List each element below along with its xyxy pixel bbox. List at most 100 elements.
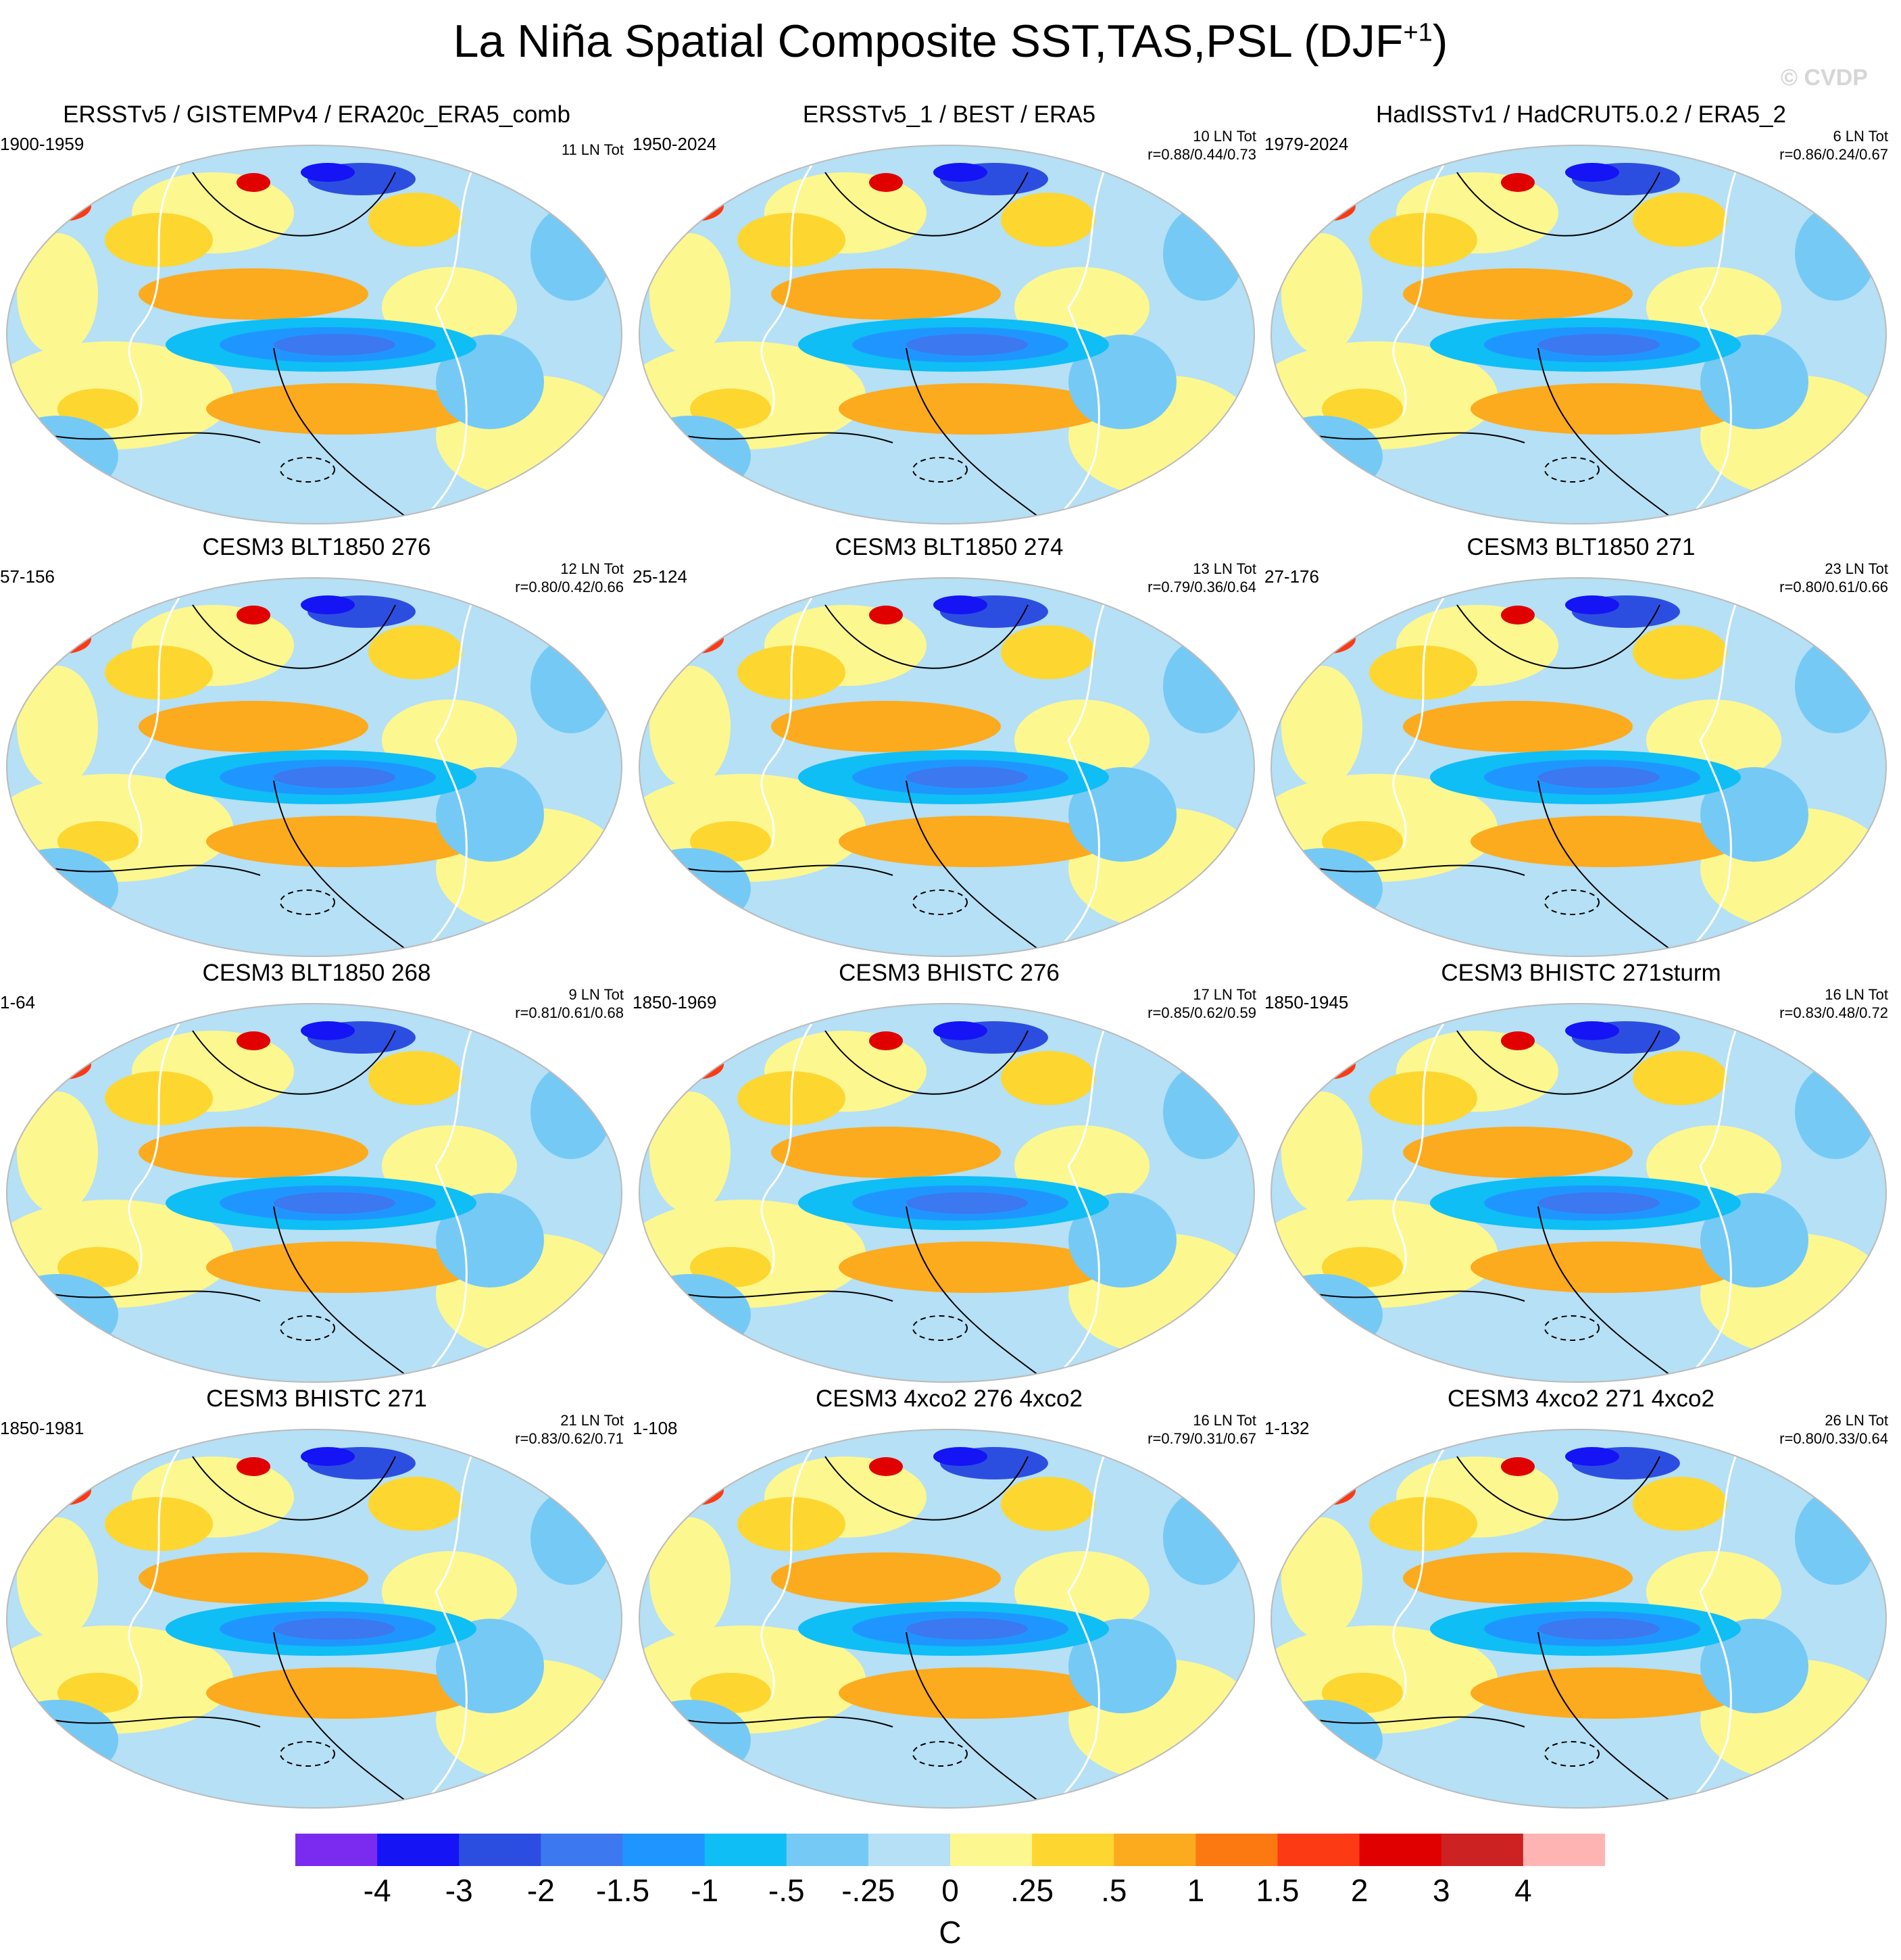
anomaly-field (1471, 1667, 1741, 1719)
panel-event-count: 9 LN Tot r=0.81/0.61/0.68 (515, 985, 624, 1022)
anomaly-field (839, 383, 1109, 435)
anomaly-field (670, 624, 724, 654)
psl-contour (1456, 1030, 1660, 1095)
anomaly-field (839, 1667, 1109, 1719)
panel-period: 1950-2024 (633, 134, 717, 154)
panel-count-text: 17 LN Tot (1193, 986, 1256, 1003)
map-border (1270, 1003, 1887, 1383)
anomaly-field (670, 1050, 724, 1079)
psl-contour (656, 428, 893, 443)
panel-title: ERSSTv5_1 / BEST / ERA5 (802, 101, 1096, 128)
anomaly-field (1001, 1051, 1095, 1105)
psl-contour (1287, 1287, 1525, 1302)
anomaly-field (17, 1092, 98, 1213)
colorbar-swatch (1114, 1834, 1196, 1866)
anomaly-field (1403, 1552, 1633, 1604)
panel-period: 1-108 (633, 1418, 678, 1438)
panel-event-count: 26 LN Tot r=0.80/0.33/0.64 (1779, 1411, 1888, 1448)
panel-count-text: 16 LN Tot (1193, 1412, 1256, 1429)
panel-title: CESM3 4xco2 276 4xco2 (816, 1386, 1083, 1412)
asia-australia-coastline (128, 1449, 180, 1700)
map-border (639, 1003, 1255, 1383)
robinson-map (6, 145, 622, 524)
colorbar-tick-label: -.5 (768, 1873, 805, 1908)
psl-contour-negative (280, 1315, 335, 1341)
anomaly-field (906, 766, 1028, 788)
anomaly-field (1281, 233, 1362, 355)
anomaly-field (933, 163, 987, 182)
robinson-map (1270, 577, 1887, 957)
anomaly-field (906, 334, 1028, 356)
map-border (639, 1429, 1255, 1809)
asia-australia-coastline (760, 1449, 813, 1700)
anomaly-field (1538, 1618, 1660, 1640)
psl-contour (656, 861, 893, 876)
colorbar-swatch (868, 1834, 951, 1866)
anomaly-field (649, 233, 731, 355)
colorbar-tick-label: -2 (526, 1873, 555, 1908)
anomaly-field (1163, 1064, 1244, 1159)
panel-title: HadISSTv1 / HadCRUT5.0.2 / ERA5_2 (1376, 101, 1786, 128)
anomaly-field (37, 191, 91, 221)
americas-coastline (1054, 1016, 1110, 1379)
colorbar-swatch (622, 1834, 706, 1866)
psl-contour (1456, 604, 1660, 669)
anomaly-field (17, 233, 98, 355)
map-border (639, 145, 1255, 524)
anomaly-field (1538, 766, 1660, 788)
panel-title: CESM3 4xco2 271 4xco2 (1448, 1386, 1714, 1412)
panel-pattern-correlation: r=0.80/0.42/0.66 (515, 579, 624, 595)
anomaly-field (436, 767, 544, 862)
anomaly-field (37, 1475, 91, 1505)
anomaly-field (1501, 1031, 1535, 1050)
panel-period: 1-64 (0, 992, 36, 1012)
psl-contour (273, 780, 416, 956)
map-panel: CESM3 4xco2 276 4xco2 1-108 16 LN Tot r=0.7… (633, 1386, 1266, 1818)
panel-pattern-correlation: r=0.79/0.31/0.67 (1147, 1430, 1256, 1447)
map-border (639, 577, 1255, 957)
anomaly-field (1403, 268, 1633, 320)
psl-contour (273, 1206, 416, 1382)
panel-title: CESM3 BHISTC 276 (839, 960, 1060, 986)
anomaly-field (1633, 625, 1727, 679)
psl-contour (824, 172, 1029, 237)
psl-contour (824, 1456, 1029, 1521)
anomaly-field (1163, 206, 1244, 301)
watermark: © CVDP (1781, 65, 1868, 91)
anomaly-field (206, 816, 476, 867)
psl-contour (906, 780, 1049, 956)
anomaly-field (670, 1475, 724, 1505)
colorbar-tick-label: -.25 (841, 1873, 895, 1908)
anomaly-field (1001, 625, 1095, 679)
colorbar-tick-label: 4 (1514, 1873, 1532, 1908)
psl-contour (1537, 1632, 1681, 1808)
anomaly-field (368, 193, 463, 247)
colorbar-tick-label: 2 (1350, 1873, 1368, 1908)
figure-title: La Niña Spatial Composite SST,TAS,PSL (D… (453, 16, 1448, 67)
psl-contour (824, 604, 1029, 669)
colorbar-units: C (939, 1915, 962, 1950)
americas-coastline (1054, 158, 1110, 521)
panel-title: CESM3 BLT1850 271 (1466, 534, 1696, 560)
psl-contour-negative (912, 889, 968, 915)
robinson-map (6, 577, 622, 957)
colorbar-swatch (1359, 1834, 1442, 1866)
psl-contour (1537, 1206, 1681, 1382)
panel-event-count: 16 LN Tot r=0.83/0.48/0.72 (1779, 985, 1888, 1022)
anomaly-field (1001, 193, 1095, 247)
colorbar-tick-label: -1.5 (595, 1873, 650, 1908)
colorbar-tick-label: 0 (941, 1873, 959, 1908)
anomaly-field (139, 701, 368, 752)
panel-period: 1850-1945 (1264, 992, 1349, 1012)
anomaly-field (237, 173, 270, 192)
psl-contour (1287, 428, 1525, 443)
panel-pattern-correlation: r=0.83/0.62/0.71 (515, 1430, 624, 1447)
psl-contour-negative (912, 1741, 968, 1767)
anomaly-field (1281, 1517, 1362, 1639)
anomaly-field (274, 1618, 395, 1640)
panel-event-count: 17 LN Tot r=0.85/0.62/0.59 (1147, 985, 1256, 1022)
anomaly-field (1471, 1242, 1741, 1293)
anomaly-field (1795, 1490, 1876, 1585)
colorbar-tick-label: 1.5 (1256, 1873, 1300, 1908)
panel-event-count: 13 LN Tot r=0.79/0.36/0.64 (1147, 560, 1256, 596)
